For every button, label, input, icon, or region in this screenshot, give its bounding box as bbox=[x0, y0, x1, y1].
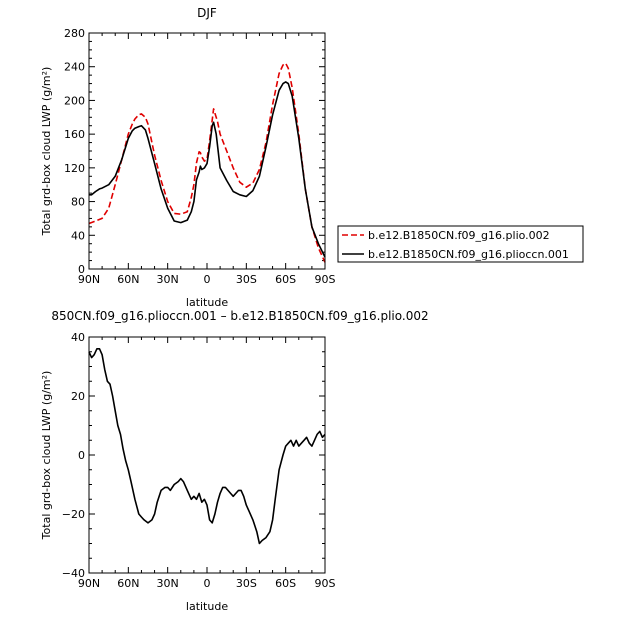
x-tick-label: 60N bbox=[117, 273, 139, 286]
legend-frame bbox=[337, 225, 584, 263]
plot-area: 90N 60N 30N 0 30S 60S 90S −40 −20 0 20 40 bbox=[62, 331, 336, 590]
x-tick-label: 90S bbox=[315, 273, 336, 286]
x-tick-label: 30S bbox=[236, 273, 257, 286]
series-line-1 bbox=[88, 62, 326, 263]
legend-entry: b.e12.B1850CN.f09_g16.plioccn.001 bbox=[342, 248, 569, 261]
y-tick-label: 200 bbox=[64, 94, 85, 107]
y-tick-label: 0 bbox=[78, 449, 85, 462]
top-panel: DJF 90N 60N 30N 0 30S 60S 90S 0 40 80 120 160 200 240… bbox=[40, 6, 336, 309]
x-tick-label: 60N bbox=[117, 577, 139, 590]
legend-label: b.e12.B1850CN.f09_g16.plioccn.001 bbox=[368, 248, 569, 261]
panel-title: 850CN.f09_g16.plioccn.001 – b.e12.B1850C… bbox=[51, 309, 428, 323]
y-tick-label: 240 bbox=[64, 61, 85, 74]
x-tick-label: 30N bbox=[157, 273, 179, 286]
y-tick-label: −40 bbox=[62, 567, 85, 580]
y-axis-title: Total grd-box cloud LWP (g/m²) bbox=[40, 67, 53, 237]
y-tick-label: −20 bbox=[62, 508, 85, 521]
y-tick-label: 40 bbox=[71, 331, 85, 344]
y-tick-label: 20 bbox=[71, 390, 85, 403]
x-axis-title: latitude bbox=[186, 296, 228, 309]
y-tick-label: 40 bbox=[71, 229, 85, 242]
plot-frame bbox=[88, 32, 326, 270]
y-tick-label: 0 bbox=[78, 263, 85, 276]
bottom-panel: 850CN.f09_g16.plioccn.001 – b.e12.B1850C… bbox=[40, 309, 429, 613]
series-line-1 bbox=[88, 347, 326, 545]
x-tick-label: 90N bbox=[78, 273, 100, 286]
legend-entry: b.e12.B1850CN.f09_g16.plio.002 bbox=[342, 229, 550, 242]
series-line-2 bbox=[89, 81, 326, 258]
y-tick-label: 80 bbox=[71, 196, 85, 209]
plot-area: 90N 60N 30N 0 30S 60S 90S 0 40 80 120 160 200 240 280 bbox=[64, 27, 336, 286]
x-tick-label: 30S bbox=[236, 577, 257, 590]
y-tick-label: 160 bbox=[64, 128, 85, 141]
x-tick-label: 90S bbox=[315, 577, 336, 590]
plot-frame bbox=[88, 336, 326, 574]
x-tick-label: 30N bbox=[157, 577, 179, 590]
x-tick-label: 60S bbox=[275, 273, 296, 286]
x-tick-label: 90N bbox=[78, 577, 100, 590]
panel-title: DJF bbox=[197, 6, 217, 20]
y-tick-label: 280 bbox=[64, 27, 85, 40]
x-tick-label: 0 bbox=[204, 273, 211, 286]
x-axis-title: latitude bbox=[186, 600, 228, 613]
legend-label: b.e12.B1850CN.f09_g16.plio.002 bbox=[368, 229, 550, 242]
x-tick-label: 0 bbox=[204, 577, 211, 590]
y-axis-title: Total grd-box cloud LWP (g/m²) bbox=[40, 371, 53, 541]
x-tick-label: 60S bbox=[275, 577, 296, 590]
y-tick-label: 120 bbox=[64, 162, 85, 175]
legend: b.e12.B1850CN.f09_g16.plio.002 b.e12.B18… bbox=[337, 225, 584, 263]
